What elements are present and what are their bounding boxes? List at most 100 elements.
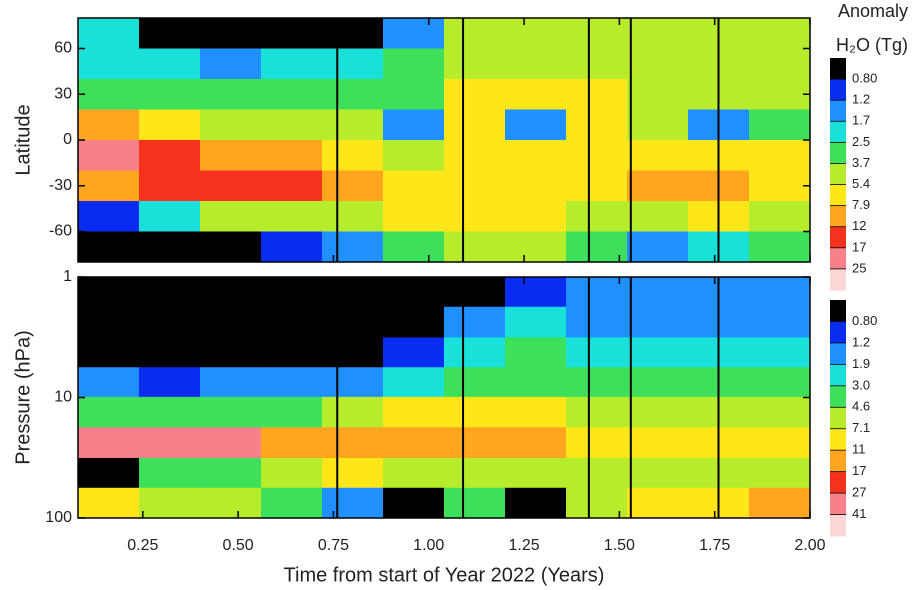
heat-cell (749, 367, 811, 398)
heat-cell (200, 277, 262, 308)
y-tick-label: -60 (49, 223, 72, 240)
heat-cell (627, 487, 689, 519)
colorbar-swatch (830, 163, 846, 186)
heat-cell (444, 487, 506, 519)
heat-cell (749, 18, 811, 49)
colorbar-swatch (830, 268, 846, 291)
colorbar-tick-label: 7.1 (852, 420, 870, 435)
heat-cell (627, 427, 689, 459)
heat-cell (444, 427, 506, 459)
heat-cell (444, 306, 506, 338)
x-tick-label: 0.25 (127, 537, 158, 554)
colorbar-tick-label: 1.2 (852, 92, 870, 107)
heat-cell (383, 79, 445, 110)
heat-cell (627, 170, 689, 202)
colorbar-swatch (830, 364, 846, 387)
y-tick-label: 10 (54, 389, 72, 406)
colorbar-title: Anomaly (838, 1, 908, 21)
heat-cell (200, 170, 262, 202)
heat-cell (200, 140, 262, 171)
x-tick-label: 1.50 (604, 537, 635, 554)
colorbar-tick-label: 4.6 (852, 399, 870, 414)
colorbar-tick-label: 11 (852, 442, 866, 457)
heat-cell (200, 396, 262, 428)
colorbar-swatch (830, 300, 846, 322)
heat-cell (505, 109, 567, 141)
heat-cell (261, 396, 323, 428)
heat-cell (78, 306, 140, 338)
heat-cell (322, 427, 384, 459)
heat-cell (444, 201, 506, 232)
heat-cell (78, 427, 140, 459)
heat-cell (566, 109, 628, 141)
y-tick-label: 100 (45, 509, 72, 526)
colorbar-tick-label: 1.9 (852, 356, 870, 371)
heat-cell (749, 306, 811, 338)
heat-cell (566, 427, 628, 459)
heat-cell (78, 231, 140, 263)
heat-cell (627, 457, 689, 489)
heat-cell (383, 306, 445, 338)
heat-cell (566, 487, 628, 519)
heat-cell (505, 79, 567, 110)
heat-cell (139, 277, 201, 308)
heat-cell (566, 79, 628, 110)
heat-cell (383, 109, 445, 141)
heat-cell (444, 140, 506, 171)
heat-cell (566, 396, 628, 428)
colorbar-tick-label: 17 (852, 463, 866, 478)
heat-cell (322, 487, 384, 519)
heat-cell (749, 427, 811, 459)
heat-cell (505, 457, 567, 489)
colorbar-swatch (830, 471, 846, 494)
y-tick-label: 0 (63, 131, 72, 148)
colorbar-tick-label: 41 (852, 506, 866, 521)
heat-cell (383, 367, 445, 398)
heat-cell (139, 140, 201, 171)
heat-cell (200, 231, 262, 263)
heat-cell (322, 79, 384, 110)
heat-cell (261, 367, 323, 398)
heat-cell (261, 140, 323, 171)
heat-cell (383, 140, 445, 171)
heat-cell (627, 306, 689, 338)
heat-cell (444, 231, 506, 263)
y-axis-label: Latitude (12, 104, 34, 175)
colorbar-swatch (830, 226, 846, 249)
heat-cell (139, 201, 201, 232)
y-axis-label: Pressure (hPa) (12, 330, 34, 465)
heat-cell (749, 231, 811, 263)
colorbar-tick-label: 3.7 (852, 155, 870, 170)
heat-cell (322, 109, 384, 141)
heat-cell (78, 487, 140, 519)
heat-cell (200, 487, 262, 519)
colorbar-tick-label: 3.0 (852, 377, 870, 392)
colorbar-tick-label: 0.80 (852, 313, 877, 328)
heat-cell (566, 457, 628, 489)
heat-cell (200, 367, 262, 398)
heat-cell (261, 337, 323, 368)
x-tick-label: 1.25 (508, 537, 539, 554)
heat-cell (444, 337, 506, 368)
heat-cell (78, 170, 140, 202)
heat-cell (322, 367, 384, 398)
colorbar-swatch (830, 407, 846, 430)
heat-cell (139, 170, 201, 202)
heat-cell (139, 18, 201, 49)
heat-cell (200, 48, 262, 80)
colorbar-swatch (830, 450, 846, 473)
heat-cell (627, 79, 689, 110)
heat-cell (139, 427, 201, 459)
heat-cell (566, 337, 628, 368)
heat-cell (383, 231, 445, 263)
colorbar-tick-label: 5.4 (852, 176, 870, 191)
heat-cell (261, 487, 323, 519)
heat-cell (566, 277, 628, 308)
heat-cell (200, 337, 262, 368)
heat-cell (444, 109, 506, 141)
heat-cell (78, 201, 140, 232)
heat-cell (505, 367, 567, 398)
heat-cell (261, 109, 323, 141)
colorbar-tick-label: 2.5 (852, 134, 870, 149)
heat-cell (200, 306, 262, 338)
